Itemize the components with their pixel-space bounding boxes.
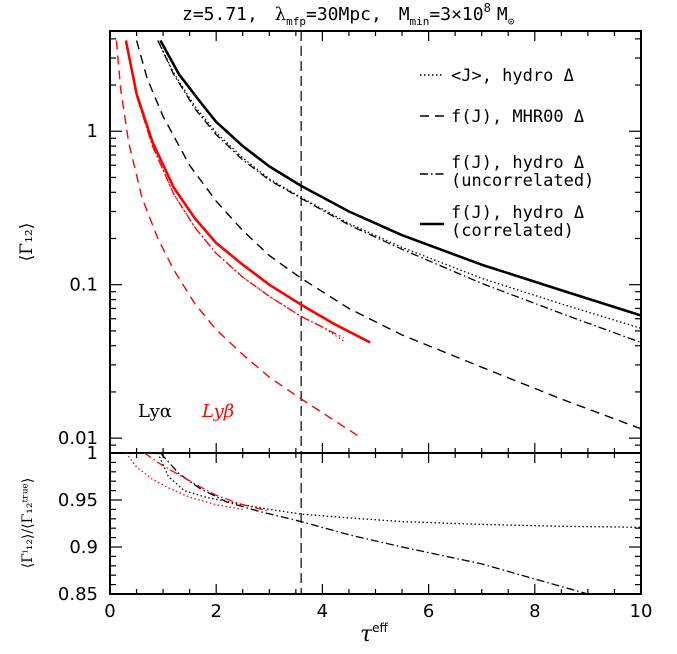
x-tick-label: 0 bbox=[104, 601, 115, 622]
bottom-y-tick-label: 1 bbox=[87, 443, 98, 464]
series-line-lya-dotted bbox=[157, 40, 641, 329]
x-tick-label: 6 bbox=[423, 601, 434, 622]
legend-item-solid-line1: f(J), hydro Δ bbox=[451, 203, 584, 223]
series-line-lya-dotted bbox=[157, 453, 641, 528]
x-tick-label: 10 bbox=[630, 601, 653, 622]
top-y-tick-label: 1 bbox=[87, 121, 98, 142]
x-tick-label: 4 bbox=[317, 601, 328, 622]
series-line-lyb-dashdot bbox=[144, 453, 270, 512]
bottom-panel-series bbox=[125, 453, 641, 594]
legend-item-dashdot-line2: (uncorrelated) bbox=[451, 171, 594, 191]
x-tick-label: 8 bbox=[529, 601, 540, 622]
legend-item-dotted: <J>, hydro Δ bbox=[451, 66, 574, 86]
series-line-lyb-dashed bbox=[115, 40, 360, 438]
lyb-label: Lyβ bbox=[201, 401, 234, 422]
bottom-y-tick-label: 0.85 bbox=[58, 584, 98, 605]
series-line-lya-solid bbox=[159, 39, 641, 317]
series-line-lyb-dashdot bbox=[125, 40, 344, 339]
series-line-lyb-solid bbox=[124, 40, 371, 344]
bottom-panel-frame bbox=[109, 452, 642, 595]
bottom-y-axis-label: ⟨Γⁱ₁₂⟩/⟨Γ₁₂ᵗʳᵘᵉ⟩ bbox=[20, 478, 36, 569]
legend-item-dashed: f(J), MHR00 Δ bbox=[451, 107, 584, 127]
legend: <J>, hydro Δ f(J), MHR00 Δ f(J), hydro Δ… bbox=[420, 66, 594, 241]
top-y-tick-label: 0.1 bbox=[69, 275, 98, 296]
top-y-axis-label: ⟨Γ₁₂⟩ bbox=[17, 223, 37, 262]
x-tick-label: 2 bbox=[210, 601, 221, 622]
top-panel-series bbox=[115, 39, 641, 438]
legend-item-solid-line2: (correlated) bbox=[451, 221, 574, 241]
top-panel-frame bbox=[109, 30, 642, 454]
top-y-tick-label: 0.01 bbox=[58, 428, 98, 449]
x-axis-label: τeff bbox=[360, 621, 389, 647]
bottom-y-tick-label: 0.95 bbox=[58, 490, 98, 511]
legend-item-dashdot-line1: f(J), hydro Δ bbox=[451, 153, 584, 173]
axis-ticks bbox=[109, 31, 642, 595]
bottom-y-tick-label: 0.9 bbox=[69, 537, 98, 558]
lya-label: Lyα bbox=[138, 401, 172, 422]
series-line-lya-dashed bbox=[135, 40, 641, 430]
series-line-lya-dashdot bbox=[159, 453, 589, 594]
chart-title: z=5.71, λmfp=30Mpc, Mmin=3×108 M⊙ bbox=[182, 1, 514, 28]
